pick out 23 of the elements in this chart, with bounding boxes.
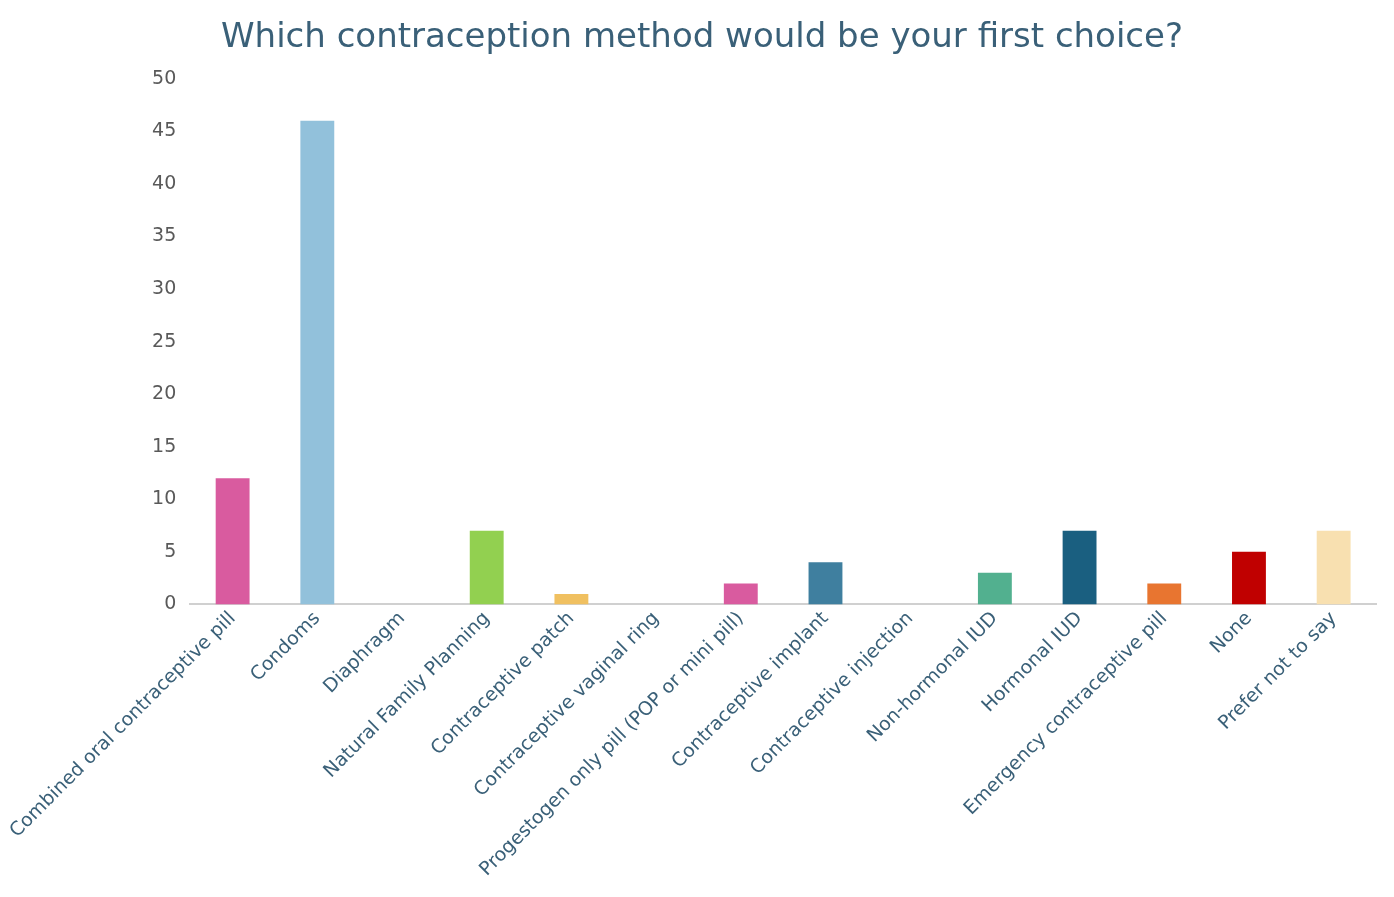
y-tick-label: 45: [152, 118, 177, 141]
bar: [1232, 551, 1266, 605]
y-tick-label: 25: [152, 328, 177, 351]
bar: [723, 583, 758, 605]
y-tick-label: 40: [152, 170, 177, 193]
y-tick-label: 20: [152, 381, 177, 404]
y-tick-label: 5: [164, 538, 177, 561]
y-tick-label: 30: [152, 275, 177, 298]
y-tick-label: 35: [152, 223, 177, 246]
chart-title: Which contraception method would be your first choice?: [220, 15, 1184, 56]
bar: [808, 562, 843, 605]
y-tick-label: 50: [152, 65, 177, 88]
bar: [1316, 530, 1351, 605]
bar: [215, 478, 250, 605]
bar: [977, 572, 1012, 605]
y-tick-label: 15: [152, 433, 177, 456]
bar: [554, 593, 589, 605]
y-tick-label: 0: [164, 591, 177, 614]
bar: [300, 120, 335, 605]
bar: [1147, 583, 1182, 605]
bar: [1062, 530, 1097, 605]
bar: [469, 530, 504, 605]
y-tick-label: 10: [152, 486, 177, 509]
